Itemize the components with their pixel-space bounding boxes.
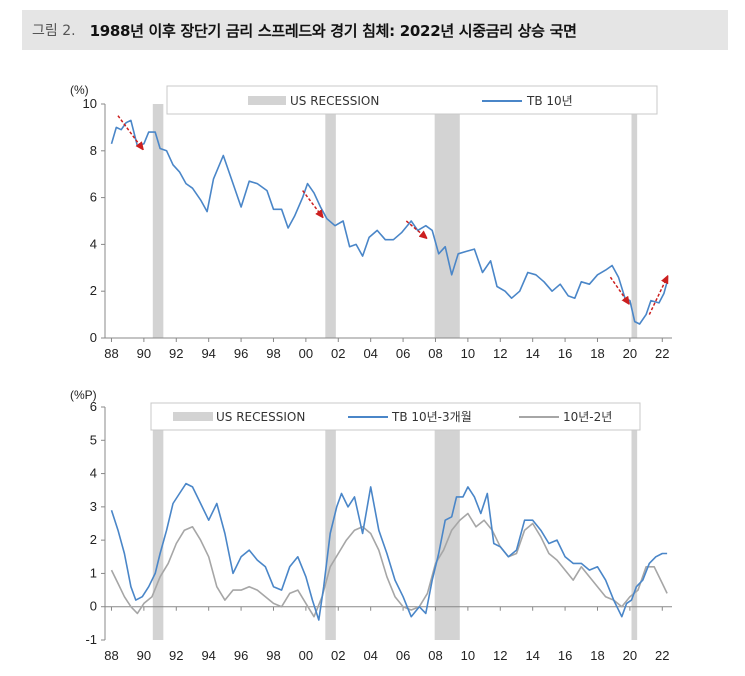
legend-tb-spread-label: TB 10년-3개월 [391,410,472,424]
x-tick-label: 18 [590,648,604,663]
recession-bar [434,407,460,640]
x-tick-label: 06 [396,648,410,663]
legend: US RECESSION TB 10년 [166,85,658,115]
y-unit-label: (%) [70,83,89,97]
x-tick-label: 12 [493,648,507,663]
legend: US RECESSION TB 10년-3개월 10년-2년 [150,402,641,431]
x-tick-label: 02 [331,346,345,361]
x-tick-label: 94 [201,346,215,361]
x-tick-label: 10 [461,346,475,361]
x-tick-label: 00 [299,346,313,361]
recession-bars [152,104,638,338]
y-tick-label: 0 [90,599,97,614]
x-tick-label: 98 [266,346,280,361]
legend-recession-swatch [248,96,286,105]
x-tick-label: 04 [363,346,377,361]
x-tick-label: 94 [201,648,215,663]
recession-bar [152,407,164,640]
x-tick-label: 16 [558,648,572,663]
x-tick-label: 88 [104,648,118,663]
trend-arrow [609,276,628,303]
x-tick-label: 92 [169,346,183,361]
series-line-primary [110,119,668,325]
y-tick-label: 3 [90,499,97,514]
x-tick-label: 90 [137,648,151,663]
x-tick-label: 98 [266,648,280,663]
y-unit-label: (%P) [70,388,97,402]
x-tick-label: 18 [590,346,604,361]
recession-bar [152,104,164,338]
y-tick-label: 6 [90,190,97,205]
x-tick-label: 90 [137,346,151,361]
figure-title-bar: 그림 2. 1988년 이후 장단기 금리 스프레드와 경기 침체: 2022년… [22,10,728,50]
trend-arrow [302,190,322,217]
y-tick-label: -1 [85,632,97,647]
x-tick-label: 20 [623,346,637,361]
x-tick-label: 02 [331,648,345,663]
x-tick-label: 16 [558,346,572,361]
recession-bar [631,407,638,640]
legend-recession-label: US RECESSION [290,94,379,108]
recession-bar [325,407,336,640]
recession-bars [152,407,638,640]
figure-number: 그림 2. [32,23,76,39]
trend-arrow [648,277,667,315]
x-tick-label: 04 [363,648,377,663]
y-tick-label: 0 [90,330,97,345]
trend-arrow [117,115,142,149]
x-tick-label: 14 [525,648,539,663]
series-line-primary [110,482,668,621]
figure-title: 1988년 이후 장단기 금리 스프레드와 경기 침체: 2022년 시중금리 … [89,21,577,40]
series-lines [110,119,668,325]
y-tick-label: 5 [90,432,97,447]
legend-recession-label: US RECESSION [216,410,305,424]
x-tick-label: 08 [428,648,442,663]
y-tick-label: 4 [90,466,97,481]
legend-box [166,85,658,115]
x-tick-label: 96 [234,648,248,663]
x-tick-label: 10 [461,648,475,663]
x-tick-label: 22 [655,648,669,663]
y-tick-label: 2 [90,532,97,547]
y-tick-label: 4 [90,236,97,251]
x-tick-label: 92 [169,648,183,663]
x-tick-label: 14 [525,346,539,361]
x-tick-label: 96 [234,346,248,361]
legend-2y-spread-label: 10년-2년 [563,410,612,424]
legend-recession-swatch [173,412,213,421]
x-tick-label: 12 [493,346,507,361]
y-tick-label: 8 [90,143,97,158]
x-tick-label: 06 [396,346,410,361]
recession-bar [631,104,638,338]
x-tick-label: 08 [428,346,442,361]
recession-bar [434,104,460,338]
series-line-secondary [110,512,668,618]
series-lines [110,482,668,621]
y-tick-label: 10 [83,96,97,111]
y-tick-label: 1 [90,565,97,580]
x-tick-label: 00 [299,648,313,663]
y-tick-label: 6 [90,399,97,414]
trend-arrow [405,220,425,237]
x-tick-label: 88 [104,346,118,361]
y-tick-label: 2 [90,283,97,298]
x-tick-label: 22 [655,346,669,361]
trend-arrows [117,115,667,315]
x-tick-label: 20 [623,648,637,663]
legend-tb-label: TB 10년 [526,94,573,108]
